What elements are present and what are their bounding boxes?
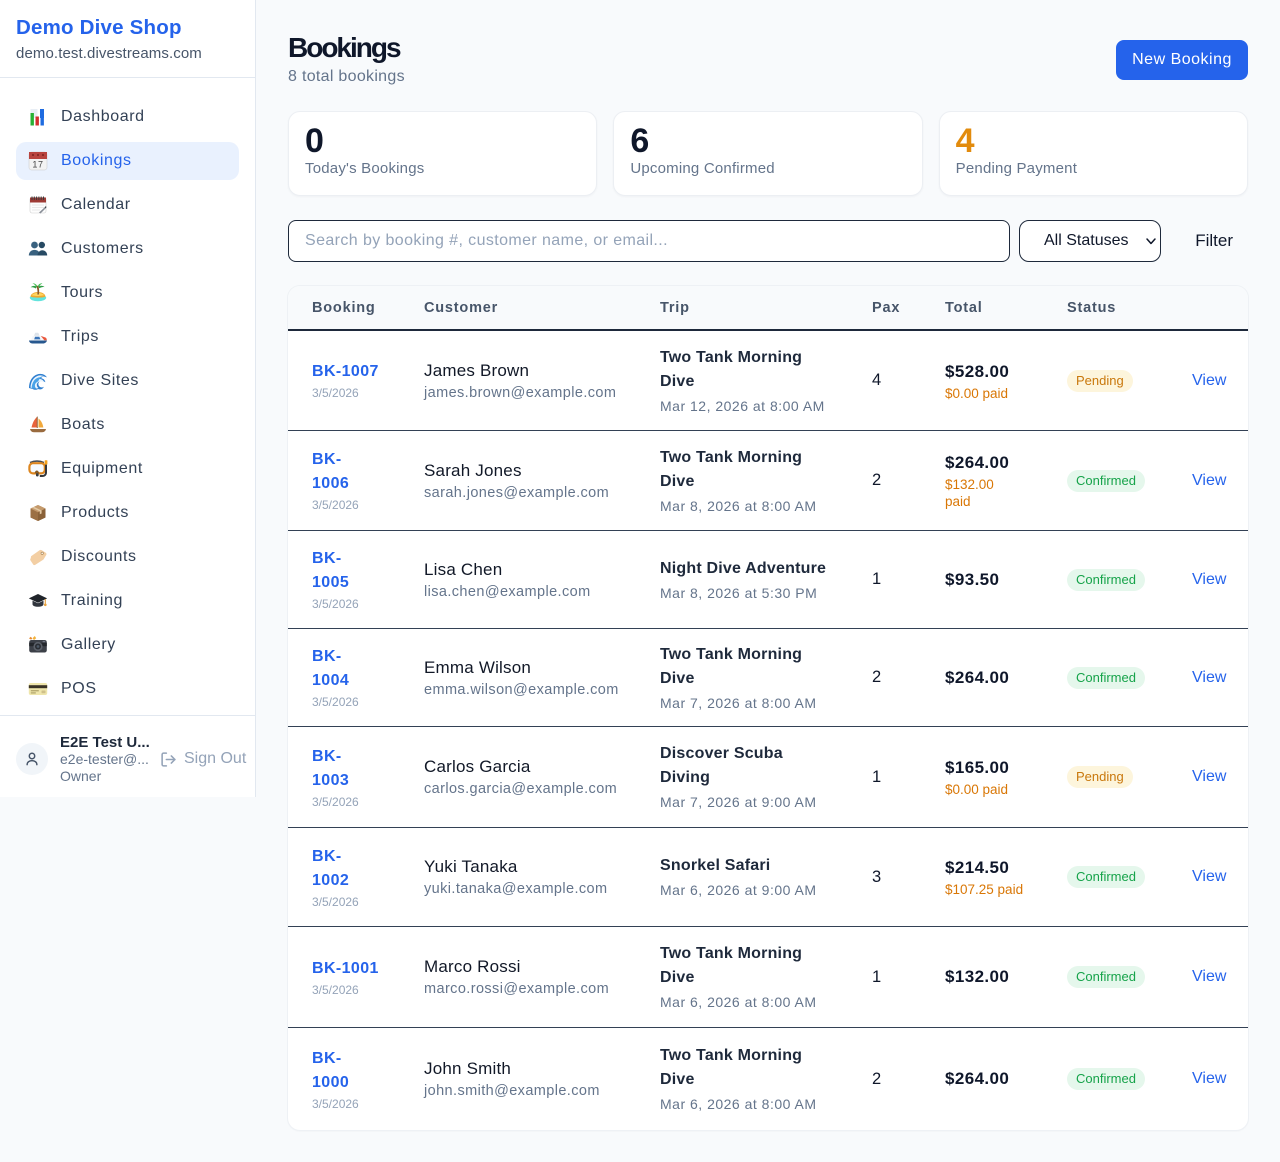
svg-text:17: 17 [32, 160, 43, 170]
